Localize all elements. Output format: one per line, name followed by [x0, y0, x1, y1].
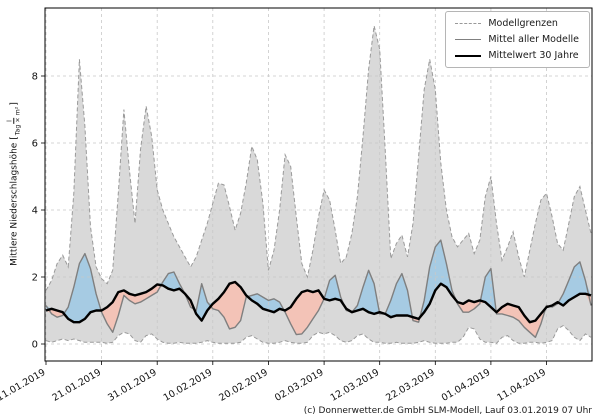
x-tick-label: 11.04.2019: [495, 367, 548, 404]
y-axis-unit-numerator: l: [6, 118, 15, 124]
legend-label: Mittelwert 30 Jahre: [488, 50, 579, 61]
legend: Modellgrenzen Mittel aller Modelle Mitte…: [445, 11, 590, 68]
model-range-band: [46, 25, 591, 344]
y-tick-label: 2: [32, 273, 38, 284]
y-axis-label: Mittlere Niederschlagshöhe [l Tag × m²]: [6, 102, 22, 266]
y-axis: 0 2 4 6 8: [32, 72, 45, 351]
y-axis-unit-denominator: Tag × m²: [14, 106, 22, 136]
x-tick-label: 22.03.2019: [384, 367, 437, 404]
copyright-caption: (c) Donnerwetter.de GmbH SLM-Modell, Lau…: [303, 406, 592, 416]
model-max-line: [45, 25, 592, 291]
y-axis-unit-fraction: l Tag × m²: [6, 106, 22, 136]
x-tick-label: 20.02.2019: [217, 367, 270, 404]
y-axis-unit-bracket-close: ]: [9, 102, 20, 106]
model-mean-line: [45, 239, 592, 338]
y-tick-label: 6: [32, 139, 38, 150]
dashed-line-icon: [455, 23, 482, 24]
legend-label: Modellgrenzen: [488, 18, 558, 29]
x-axis: 11.01.2019 21.01.2019 31.01.2019 10.02.2019…: [0, 361, 548, 404]
x-tick-label: 21.01.2019: [50, 367, 103, 404]
y-tick-label: 8: [32, 72, 38, 83]
legend-item-mittelwert-30-jahre: Mittelwert 30 Jahre: [455, 50, 579, 61]
y-tick-label: 0: [32, 340, 38, 351]
plot-border: [44, 7, 593, 362]
legend-item-modellgrenzen: Modellgrenzen: [455, 18, 579, 29]
y-axis-label-text: Mittlere Niederschlagshöhe: [9, 142, 20, 266]
black-line-icon: [455, 54, 482, 57]
normal-30y-line: [45, 280, 592, 324]
x-tick-label: 02.03.2019: [273, 367, 326, 404]
x-tick-label: 31.01.2019: [106, 367, 159, 404]
model-min-line: [45, 324, 592, 344]
x-tick-label: 12.03.2019: [329, 367, 382, 404]
y-axis-unit-bracket-open: [: [9, 136, 20, 140]
x-tick-label: 10.02.2019: [162, 367, 215, 404]
legend-label: Mittel aller Modelle: [488, 34, 579, 45]
legend-item-mittel-aller-modelle: Mittel aller Modelle: [455, 34, 579, 45]
y-tick-label: 4: [32, 206, 38, 217]
gray-line-icon: [455, 39, 482, 40]
x-tick-label: 01.04.2019: [440, 367, 493, 404]
gridlines: [45, 8, 592, 361]
x-tick-label: 11.01.2019: [0, 367, 48, 404]
